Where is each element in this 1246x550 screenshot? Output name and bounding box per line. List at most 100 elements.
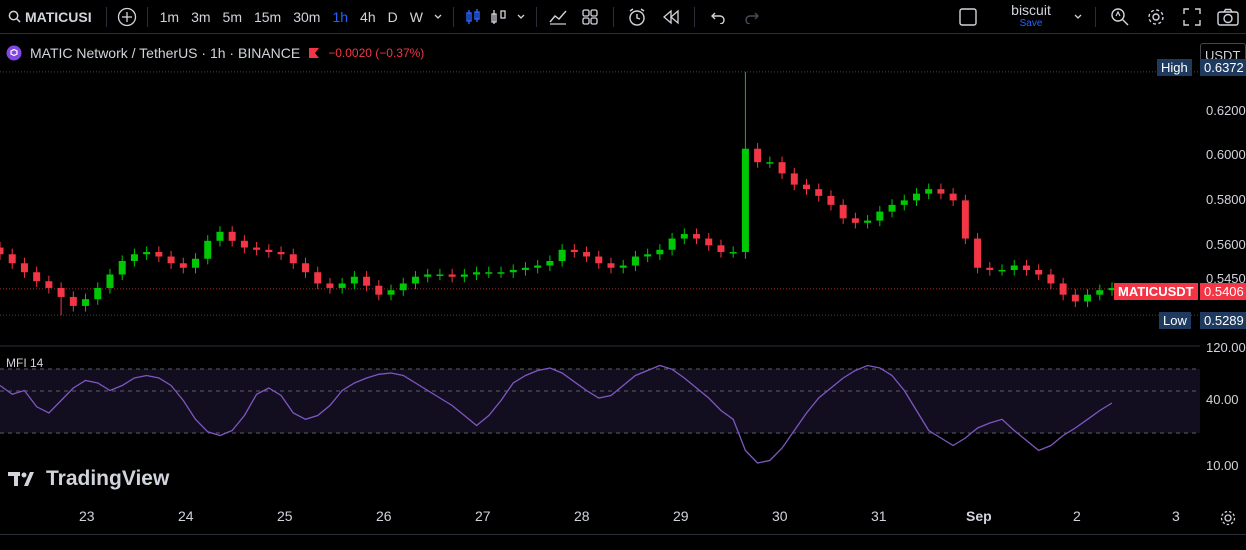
candle-body [387, 290, 395, 295]
price-tick: 0.5450 [1206, 270, 1246, 286]
candles-style-button[interactable] [460, 0, 486, 33]
undo-button[interactable] [701, 0, 735, 33]
time-tick: 23 [79, 508, 95, 524]
price-tick: 0.6200 [1206, 102, 1246, 118]
low-value: 0.5289 [1204, 313, 1244, 328]
interval-1h[interactable]: 1h [332, 8, 349, 25]
templates-icon [582, 8, 598, 25]
candle-body [424, 274, 432, 277]
interval-15m[interactable]: 15m [253, 8, 282, 25]
symbol-search[interactable]: MATICUSI [0, 0, 100, 33]
candle-body [240, 240, 248, 248]
candle-body [204, 240, 212, 259]
alert-button[interactable] [620, 0, 654, 33]
time-tick: Sep [966, 508, 992, 524]
replay-button[interactable] [654, 0, 688, 33]
select-layout-checkbox[interactable] [953, 0, 983, 33]
candle-body [253, 247, 261, 250]
bar-style-button[interactable] [486, 0, 512, 33]
layout-dropdown[interactable] [1067, 0, 1089, 33]
interval-W[interactable]: W [409, 8, 423, 25]
candle-body [375, 285, 383, 295]
toolbar-separator [1095, 6, 1096, 27]
mfi-line [0, 364, 1113, 464]
fullscreen-button[interactable] [1174, 0, 1210, 33]
candle-body [1096, 290, 1104, 295]
indicators-icon [549, 10, 567, 25]
price-tick: 0.5800 [1206, 192, 1246, 208]
logo-text: TradingView [46, 467, 170, 490]
candle-body [509, 269, 517, 273]
candle-body [644, 254, 652, 257]
candle-body [82, 299, 90, 306]
candle-body [986, 267, 994, 270]
redo-button[interactable] [735, 0, 769, 33]
interval-3m[interactable]: 3m [191, 8, 211, 25]
layout-name-button[interactable]: biscuit Save [995, 0, 1067, 33]
checkbox-icon [959, 7, 977, 26]
candle-body [778, 162, 786, 174]
fullscreen-icon [1183, 7, 1201, 26]
candle-body [130, 254, 138, 262]
last-symbol-tag: MATICUSDT [1114, 283, 1198, 300]
interval-4h[interactable]: 4h [360, 8, 376, 25]
interval-5m[interactable]: 5m [222, 8, 242, 25]
compare-button[interactable] [113, 0, 141, 33]
redo-icon [745, 12, 759, 24]
mfi-tick: 120.00 [1206, 340, 1246, 355]
style-dropdown[interactable] [512, 0, 530, 33]
candle-body [790, 173, 798, 185]
settings-icon [1148, 8, 1164, 25]
interval-30m[interactable]: 30m [293, 8, 321, 25]
price-scale[interactable]: 0.6200 0.6000 0.5800 0.5600 0.5450 120.00 40.0… [1200, 36, 1246, 501]
low-tag: Low [1159, 312, 1191, 329]
time-tick: 25 [277, 508, 293, 524]
price-chart[interactable] [0, 36, 1200, 501]
templates-button[interactable] [573, 0, 607, 33]
interval-dropdown[interactable] [429, 0, 447, 33]
candle-body [693, 234, 701, 239]
candle-body [20, 263, 28, 273]
toolbar-separator [146, 6, 148, 27]
candle-body [436, 274, 444, 276]
candles-icon [466, 8, 480, 24]
candle-body [546, 261, 554, 266]
mfi-tick: 40.00 [1206, 392, 1239, 407]
time-tick: 30 [772, 508, 788, 524]
indicators-button[interactable] [543, 0, 573, 33]
candle-body [216, 231, 224, 241]
candle-body [754, 148, 762, 163]
candle-body [8, 254, 16, 264]
search-icon [8, 10, 21, 23]
candle-body [301, 263, 309, 273]
time-tick: 24 [178, 508, 194, 524]
candle-body [277, 252, 285, 255]
candle-body [1071, 294, 1079, 302]
candle-body [937, 189, 945, 194]
top-toolbar: MATICUSI 1m 3m 5m 15m 30m 1h 4h D W biscuit [0, 0, 1246, 34]
candle-body [839, 204, 847, 219]
alert-icon [629, 7, 645, 26]
axis-settings-button[interactable] [1219, 509, 1237, 527]
last-value-tag: 0.5406 [1200, 283, 1246, 300]
interval-1m[interactable]: 1m [159, 8, 180, 25]
time-tick: 31 [871, 508, 887, 524]
time-tick: 28 [574, 508, 590, 524]
candle-body [314, 272, 322, 284]
chart-legend: MATIC Network / TetherUS · 1h · BINANCE … [6, 45, 424, 61]
price-change: −0.0020 (−0.37%) [328, 46, 425, 60]
toolbar-separator [105, 6, 107, 27]
time-tick: 27 [475, 508, 491, 524]
candle-body [912, 193, 920, 201]
screenshot-button[interactable] [1210, 0, 1246, 33]
interval-D[interactable]: D [387, 8, 398, 25]
candle-body [497, 272, 505, 274]
candle-body [33, 272, 41, 282]
candle-body [289, 254, 297, 264]
settings-button[interactable] [1138, 0, 1174, 33]
quick-search-button[interactable] [1102, 0, 1138, 33]
candle-body [729, 252, 737, 254]
toolbar-separator [535, 6, 537, 27]
candle-body [350, 276, 358, 284]
candle-body [595, 256, 603, 264]
